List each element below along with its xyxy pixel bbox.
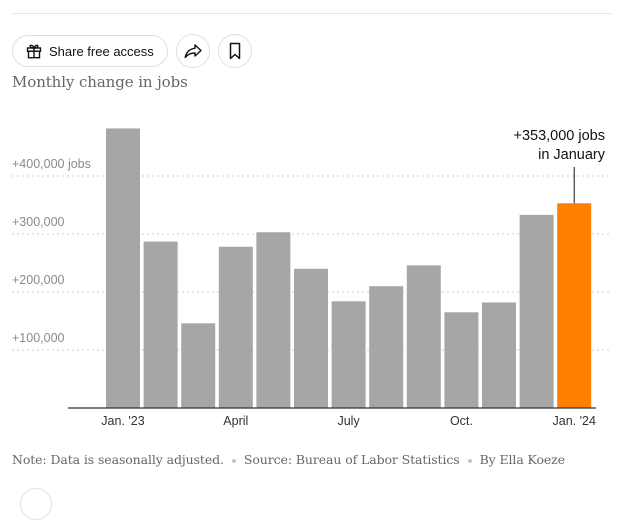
annotation-label: +353,000 jobs — [513, 128, 605, 144]
bar-month — [331, 301, 366, 408]
y-tick-label: +300,000 — [12, 215, 65, 229]
share-button[interactable] — [175, 34, 210, 68]
y-tick-label: +200,000 — [12, 273, 65, 287]
y-tick-label: +100,000 — [12, 331, 65, 345]
annotation-label: in January — [538, 147, 606, 163]
chart-footer: Note: Data is seasonally adjusted. Source… — [12, 452, 565, 467]
jobs-bar-chart: +400,000 jobs +300,000 +200,000 +100,000 Jan… — [12, 128, 612, 428]
bar-highlight — [557, 203, 592, 408]
top-divider — [12, 13, 612, 14]
bar-month — [482, 302, 516, 408]
footer-byline: By Ella Koeze — [479, 452, 565, 467]
bar-month — [218, 246, 253, 408]
bottom-avatar-circle — [20, 488, 52, 520]
x-tick-label: Jan. '23 — [101, 414, 144, 428]
bar-month — [406, 265, 441, 408]
gift-icon — [25, 42, 43, 60]
separator-dot — [231, 458, 236, 463]
bar-month — [444, 312, 479, 408]
bookmark-icon — [228, 42, 242, 60]
chart-title: Monthly change in jobs — [12, 73, 188, 91]
bar-month — [369, 286, 404, 408]
x-tick-label: July — [337, 414, 360, 428]
y-tick-label: +400,000 jobs — [12, 157, 91, 171]
x-tick-label: Jan. '24 — [553, 414, 596, 428]
separator-dot — [467, 458, 472, 463]
bar-month — [106, 128, 140, 408]
bar-month — [519, 214, 554, 408]
bar-month — [143, 241, 178, 408]
bar-month — [256, 232, 291, 408]
footer-source: Source: Bureau of Labor Statistics — [243, 452, 460, 467]
share-free-access-button[interactable]: Share free access — [12, 35, 168, 67]
x-tick-label: April — [223, 414, 248, 428]
save-bookmark-button[interactable] — [217, 34, 252, 68]
bar-month — [294, 268, 328, 408]
article-toolbar: Share free access — [12, 34, 252, 68]
share-arrow-icon — [183, 42, 203, 60]
share-button-label: Share free access — [49, 43, 154, 59]
x-tick-label: Oct. — [450, 414, 473, 428]
footer-note: Note: Data is seasonally adjusted. — [12, 452, 224, 467]
bar-month — [181, 323, 216, 408]
